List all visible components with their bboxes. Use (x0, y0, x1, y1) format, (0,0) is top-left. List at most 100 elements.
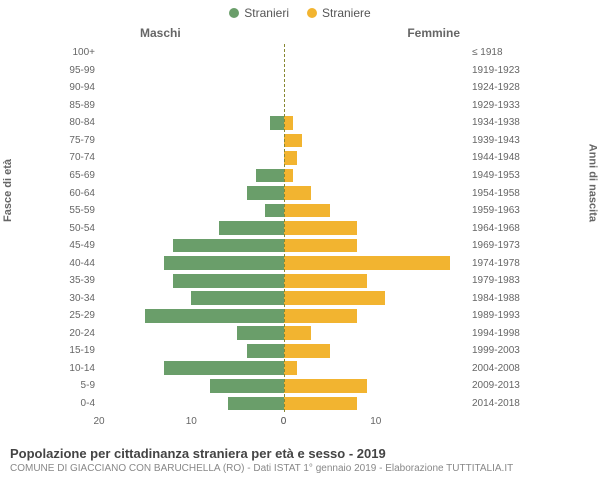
bar-female (284, 361, 298, 375)
bar-female (284, 134, 302, 148)
chart-row: 85-891929-1933 (55, 97, 530, 115)
age-label: 40-44 (55, 258, 99, 269)
bar-female (284, 397, 358, 411)
birth-year-label: 1949-1953 (468, 170, 530, 181)
bar-male (237, 326, 283, 340)
bar-male (247, 186, 284, 200)
chart-row: 90-94 1924-1928 (55, 79, 530, 97)
age-label: 75-79 (55, 135, 99, 146)
chart-row: 65-69 1949-1953 (55, 167, 530, 185)
age-label: 0-4 (55, 398, 99, 409)
legend-item-female: Straniere (307, 6, 371, 20)
legend-dot-male-icon (229, 8, 239, 18)
bar-male (270, 116, 284, 130)
chart-row: 70-74 1944-1948 (55, 149, 530, 167)
x-tick: 0 (281, 416, 287, 427)
birth-year-label: 1969-1973 (468, 240, 530, 251)
bar-male (164, 361, 284, 375)
birth-year-label: 2009-2013 (468, 380, 530, 391)
age-label: 90-94 (55, 82, 99, 93)
x-tick: 10 (370, 416, 381, 427)
chart-row: 10-142004-2008 (55, 360, 530, 378)
bar-female (284, 344, 330, 358)
chart-rows: 100+ ≤ 1918 95-99 1919-1923 90-94 1924-1928 85… (55, 44, 530, 412)
legend-label-male: Stranieri (244, 6, 289, 20)
bar-female (284, 326, 312, 340)
birth-year-label: 1924-1928 (468, 82, 530, 93)
chart-row: 20-241994-1998 (55, 325, 530, 343)
bar-female (284, 379, 367, 393)
chart-title: Popolazione per cittadinanza straniera p… (10, 446, 590, 461)
age-label: 30-34 (55, 293, 99, 304)
y-axis-title-right: Anni di nascita (586, 144, 598, 222)
chart-subtitle: COMUNE DI GIACCIANO CON BARUCHELLA (RO) … (10, 463, 590, 474)
age-label: 5-9 (55, 380, 99, 391)
footer: Popolazione per cittadinanza straniera p… (0, 442, 600, 474)
chart-row: 40-44 1974-1978 (55, 254, 530, 272)
birth-year-label: 1919-1923 (468, 65, 530, 76)
bar-female (284, 239, 358, 253)
chart-row: 35-39 1979-1983 (55, 272, 530, 290)
y-axis-title-left: Fasce di età (2, 159, 14, 222)
birth-year-label: 1984-1988 (468, 293, 530, 304)
birth-year-label: 1944-1948 (468, 152, 530, 163)
age-label: 50-54 (55, 223, 99, 234)
bar-male (247, 344, 284, 358)
bar-female (284, 186, 312, 200)
chart-row: 55-59 1959-1963 (55, 202, 530, 220)
chart-row: 100+ ≤ 1918 (55, 44, 530, 62)
chart-row: 80-841934-1938 (55, 114, 530, 132)
bar-female (284, 169, 293, 183)
bar-female (284, 309, 358, 323)
bar-female (284, 116, 293, 130)
chart-row: 50-54 1964-1968 (55, 219, 530, 237)
bar-female (284, 151, 298, 165)
age-label: 55-59 (55, 205, 99, 216)
bar-male (256, 169, 284, 183)
age-label: 25-29 (55, 310, 99, 321)
bar-male (164, 256, 284, 270)
age-label: 100+ (55, 47, 99, 58)
bar-male (228, 397, 283, 411)
birth-year-label: ≤ 1918 (468, 47, 530, 58)
birth-year-label: 1939-1943 (468, 135, 530, 146)
legend: Stranieri Straniere (0, 0, 600, 22)
birth-year-label: 2014-2018 (468, 398, 530, 409)
birth-year-label: 1954-1958 (468, 188, 530, 199)
center-axis-line (284, 44, 285, 412)
x-axis-ticks: 20100010 (99, 416, 468, 430)
age-label: 70-74 (55, 152, 99, 163)
bar-female (284, 221, 358, 235)
bar-female (284, 204, 330, 218)
bar-male (145, 309, 283, 323)
chart-row: 5-9 2009-2013 (55, 377, 530, 395)
age-label: 45-49 (55, 240, 99, 251)
chart-row: 95-99 1919-1923 (55, 62, 530, 80)
bar-male (173, 239, 284, 253)
birth-year-label: 1994-1998 (468, 328, 530, 339)
bar-female (284, 291, 385, 305)
bar-male (219, 221, 284, 235)
birth-year-label: 1974-1978 (468, 258, 530, 269)
x-tick: 10 (186, 416, 197, 427)
bar-female (284, 274, 367, 288)
legend-item-male: Stranieri (229, 6, 289, 20)
birth-year-label: 1964-1968 (468, 223, 530, 234)
age-label: 95-99 (55, 65, 99, 76)
age-label: 65-69 (55, 170, 99, 181)
chart-row: 45-49 1969-1973 (55, 237, 530, 255)
column-header-male: Maschi (140, 26, 181, 40)
birth-year-label: 2004-2008 (468, 363, 530, 374)
chart-row: 30-34 1984-1988 (55, 289, 530, 307)
age-label: 35-39 (55, 275, 99, 286)
legend-dot-female-icon (307, 8, 317, 18)
birth-year-label: 1979-1983 (468, 275, 530, 286)
population-pyramid-chart: Maschi Femmine Fasce di età Anni di nasc… (0, 22, 600, 442)
birth-year-label: 1959-1963 (468, 205, 530, 216)
x-tick: 20 (93, 416, 104, 427)
age-label: 15-19 (55, 345, 99, 356)
birth-year-label: 1929-1933 (468, 100, 530, 111)
chart-row: 15-191999-2003 (55, 342, 530, 360)
chart-row: 60-641954-1958 (55, 184, 530, 202)
column-header-female: Femmine (407, 26, 460, 40)
